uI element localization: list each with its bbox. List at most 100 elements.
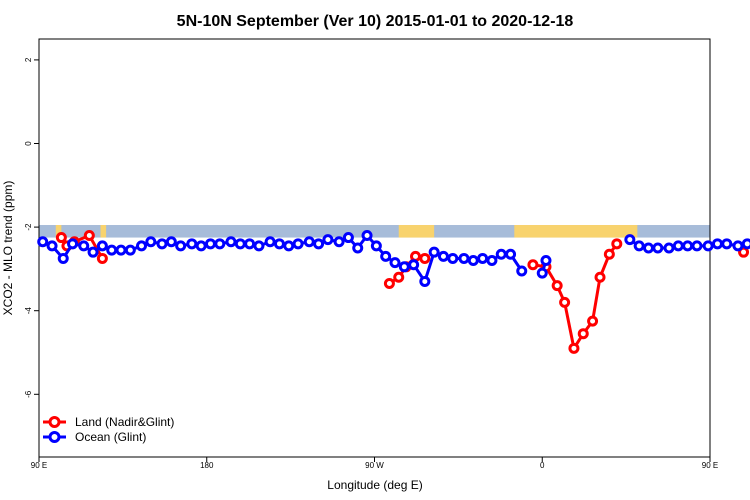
land-strip [39,225,710,238]
legend-ocean-label: Ocean (Glint) [75,430,146,444]
data-point [156,238,168,250]
data-point [214,238,226,250]
data-point [428,246,440,258]
data-point [551,280,563,292]
data-point [225,236,237,248]
x-tick-label: 180 [200,461,214,470]
data-point [145,236,157,248]
data-point [383,278,395,290]
data-point [313,238,325,250]
data-point [603,248,615,260]
data-point [244,238,256,250]
data-point [195,240,207,252]
data-point [67,238,79,250]
data-point [477,252,489,264]
data-point [165,236,177,248]
data-point [682,240,694,252]
data-point [672,240,684,252]
legend: Land (Nadir&Glint) Ocean (Glint) [43,415,174,444]
data-point [721,238,733,250]
x-tick-label: 90 W [365,461,384,470]
data-point [486,255,498,267]
data-point [408,259,420,271]
land-segment [398,225,435,238]
series-layer [37,229,750,354]
data-point [234,238,246,250]
data-point [333,236,345,248]
data-point [253,240,265,252]
data-point [55,232,67,244]
data-point [322,234,334,246]
data-point [652,242,664,254]
x-tick-label: 90 E [702,461,718,470]
land-segment [100,225,107,238]
data-point [663,242,675,254]
data-point [559,296,571,308]
series-ocean [37,229,750,287]
y-tick-label: 2 [24,57,33,62]
legend-ocean-marker [48,431,61,443]
data-point [389,257,401,269]
data-point [577,328,589,340]
data-point [342,232,354,244]
data-point [437,250,449,262]
data-point [419,275,431,287]
data-point [410,250,422,262]
y-tick-label: 0 [24,141,33,146]
data-point [204,238,216,250]
data-point [711,238,723,250]
data-point [264,236,276,248]
data-point [283,240,295,252]
data-point [594,271,606,283]
chart-title: 5N-10N September (Ver 10) 2015-01-01 to … [177,13,574,30]
legend-land-label: Land (Nadir&Glint) [75,415,174,429]
data-point [611,238,623,250]
y-tick-label: -6 [24,390,33,398]
data-point [78,240,90,252]
data-point [642,242,654,254]
data-point [568,342,580,354]
data-point [419,252,431,264]
x-axis-label: Longitude (deg E) [327,478,422,492]
data-point [393,271,405,283]
data-point [540,255,552,267]
data-point [292,238,304,250]
data-point [186,238,198,250]
data-point [587,315,599,327]
data-point [624,234,636,246]
data-point [361,229,373,241]
data-point [37,236,49,248]
data-point [732,240,744,252]
x-tick-label: 90 E [31,461,47,470]
data-point [495,248,507,260]
y-tick-label: -4 [24,307,33,315]
data-point [536,267,548,279]
land-segment [514,225,638,238]
data-point [380,250,392,262]
data-point [516,265,528,277]
x-tick-label: 0 [540,461,545,470]
legend-land-marker [48,416,61,428]
data-point [57,252,69,264]
data-point [691,240,703,252]
y-axis: 2 0 -2 -4 -6 [24,57,39,398]
data-point [398,261,410,273]
data-point [741,238,750,250]
data-point [106,244,118,256]
data-point [738,246,750,258]
land-segment [55,225,62,238]
data-point [633,240,645,252]
data-point [505,248,517,260]
data-point [83,229,95,241]
y-axis-label: XCO2 - MLO trend (ppm) [1,181,15,316]
data-point [352,242,364,254]
data-point [175,240,187,252]
data-point [370,240,382,252]
data-point [96,252,108,264]
data-point [136,240,148,252]
data-point [467,255,479,267]
data-point [458,252,470,264]
x-axis: 90 E 180 90 W 0 90 E [31,457,718,470]
data-point [527,259,539,271]
